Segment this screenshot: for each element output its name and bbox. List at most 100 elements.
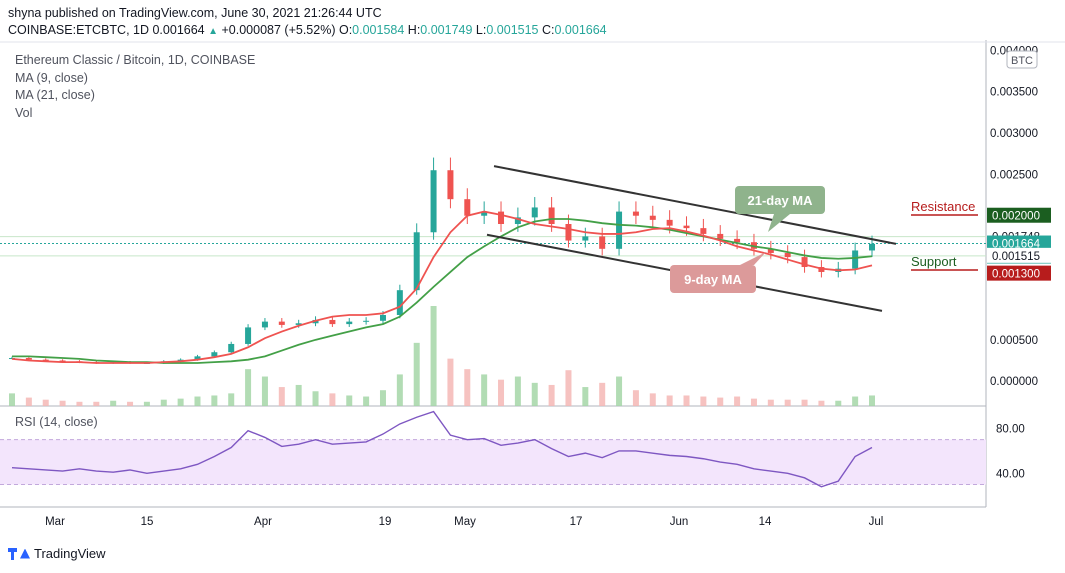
volume-bar [346,395,353,406]
open-value: 0.001584 [352,23,405,37]
currency-badge-label: BTC [1011,55,1033,67]
volume-bar [531,382,538,406]
volume-bar [784,399,791,406]
time-tick-label: 19 [379,516,392,528]
candle-body [498,211,505,224]
price-badge [987,265,1051,281]
volume-bar [295,384,302,406]
candle-body [514,217,521,224]
volume-bar [430,306,437,406]
time-tick-label: Apr [254,516,272,528]
volume-bar [616,376,623,406]
candle-body [346,321,353,325]
legend-vol[interactable]: Vol [15,105,33,120]
price-tick-label: 0.003500 [990,87,1038,99]
symbol-line: COINBASE:ETCBTC, 1D [8,23,149,37]
rsi-tick-label: 40.00 [996,468,1025,480]
volume-bar [59,400,66,406]
volume-bar [632,390,639,406]
price-tick-label: 0.002500 [990,169,1038,181]
ma21-callout-text: 21-day MA [747,193,813,208]
legend-ma21[interactable]: MA (21, close) [15,88,95,102]
volume-bar [396,374,403,406]
volume-bar [717,397,724,406]
candle-body [565,224,572,241]
candle-body [261,321,268,328]
volume-bar [93,401,100,406]
candle-body [295,323,302,325]
time-tick-label: Mar [45,516,65,528]
volume-bar [363,396,370,406]
candle-body [801,257,808,268]
price-badge-label: 0.001515 [992,251,1040,263]
price-tick-label: 0.000500 [990,335,1038,347]
candle-body [852,250,859,269]
up-arrow-icon: ▲ [208,26,219,37]
volume-bar [498,379,505,406]
footer-brand[interactable]: TradingView [34,546,106,561]
price-badge [987,247,1051,263]
resistance-label: Resistance [911,199,975,214]
rsi-band [0,439,986,485]
candle-body [632,211,639,216]
chart-legend: Ethereum Classic / Bitcoin, 1D, COINBASE… [15,52,255,122]
ma9-callout [670,265,756,293]
candle-body [582,236,589,241]
volume-bar [25,397,32,406]
volume-bar [177,398,184,406]
ma9-callout-text: 9-day MA [684,272,742,287]
volume-bar [245,369,252,406]
volume-bar [818,400,825,406]
candle-body [700,228,707,234]
time-tick-label: May [454,516,476,528]
rsi-line [11,410,873,488]
time-tick-label: Jun [670,516,689,528]
candle-body [447,170,454,200]
candle-body [599,236,606,249]
volume-bar [734,396,741,406]
close-value: 0.001664 [554,23,607,37]
open-label: O: [338,23,353,37]
candle-body [9,358,15,360]
price-badge-label: 0.001300 [992,269,1040,281]
volume-bar [548,384,555,406]
candle-body [784,252,791,258]
volume-bar [76,401,83,406]
candle-body [59,360,66,362]
price-badge [987,207,1051,223]
volume-bar [160,399,167,406]
candle-body [245,327,252,344]
time-tick-label: 14 [759,516,772,528]
candle-body [228,343,235,353]
volume-bar [801,399,808,406]
footer: TradingView [8,546,106,561]
volume-bar [852,396,859,406]
volume-bar [565,370,572,406]
volume-bar [750,398,757,406]
time-tick-label: 15 [141,516,154,528]
candle-body [379,315,386,321]
price-badge-label: 0.001664 [992,239,1041,251]
price-badge-label: 0.002000 [992,211,1040,223]
candle-body [767,248,774,253]
volume-bar [9,393,15,406]
tradingview-logo-icon [8,547,30,561]
legend-rsi[interactable]: RSI (14, close) [15,415,98,429]
volume-bar [767,399,774,406]
candle-body [481,211,488,216]
candle-body [430,170,437,233]
volume-bar [447,358,454,406]
time-tick-label: Jul [869,516,884,528]
candle-body [649,215,656,220]
legend-ma9[interactable]: MA (9, close) [15,70,88,85]
volume-bar [42,399,49,406]
candle-body [25,358,32,360]
volume-bar [666,395,673,406]
volume-bar [683,395,690,406]
volume-bar [143,401,150,406]
volume-bar [700,396,707,406]
legend-title[interactable]: Ethereum Classic / Bitcoin, 1D, COINBASE [15,53,256,67]
close-label: C: [541,23,555,37]
candle-body [869,243,875,251]
